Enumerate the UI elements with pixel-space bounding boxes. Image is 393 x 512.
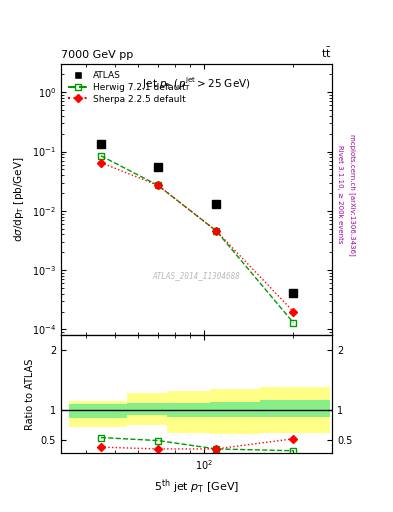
Y-axis label: d$\sigma$/dp$_\mathrm{T}$ [pb/GeV]: d$\sigma$/dp$_\mathrm{T}$ [pb/GeV] — [12, 157, 26, 242]
Text: Rivet 3.1.10, ≥ 200k events: Rivet 3.1.10, ≥ 200k events — [337, 145, 343, 244]
Text: Jet $p_\mathrm{T}$ ($p_\mathrm{T}^\mathrm{jet}>$25 GeV): Jet $p_\mathrm{T}$ ($p_\mathrm{T}^\mathr… — [142, 75, 251, 93]
Text: mcplots.cern.ch [arXiv:1306.3436]: mcplots.cern.ch [arXiv:1306.3436] — [349, 134, 356, 255]
Y-axis label: Ratio to ATLAS: Ratio to ATLAS — [25, 358, 35, 430]
Text: 7000 GeV pp: 7000 GeV pp — [61, 50, 133, 60]
X-axis label: 5$^\mathrm{th}$ jet $p_\mathrm{T}$ [GeV]: 5$^\mathrm{th}$ jet $p_\mathrm{T}$ [GeV] — [154, 477, 239, 496]
Text: ATLAS_2014_I1304688: ATLAS_2014_I1304688 — [152, 271, 241, 280]
Text: t$\bar{\mathrm{t}}$: t$\bar{\mathrm{t}}$ — [321, 46, 332, 60]
Legend: ATLAS, Herwig 7.2.1 default, Sherpa 2.2.5 default: ATLAS, Herwig 7.2.1 default, Sherpa 2.2.… — [65, 69, 188, 106]
